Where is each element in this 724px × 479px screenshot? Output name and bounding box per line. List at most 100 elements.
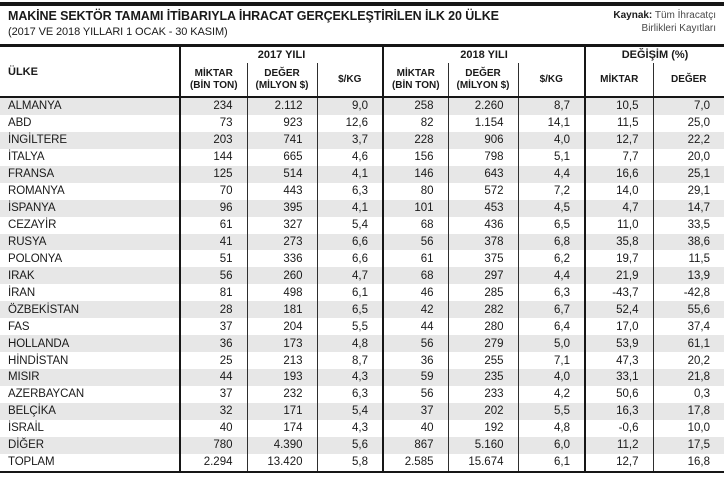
country-cell: İRAN (8, 286, 36, 299)
table-row: HOLLANDA 36 173 4,8 56 279 5,0 53,9 61,1 (0, 335, 724, 353)
value-cell: 1.154 (447, 114, 518, 132)
value-cell: 5,4 (316, 216, 383, 234)
value-cell: 4,7 (584, 199, 653, 217)
value-cell: 4,8 (316, 335, 383, 353)
value-cell: 6,3 (316, 385, 383, 403)
value-cell: 273 (246, 233, 317, 251)
value-cell: 41 (179, 233, 247, 251)
value-cell: 6,3 (517, 284, 585, 302)
country-cell: ÖZBEKİSTAN (8, 303, 79, 316)
value-cell: 4,3 (316, 369, 383, 386)
country-cell: ALMANYA (8, 100, 62, 113)
value-cell: 4,5 (517, 199, 585, 217)
value-cell: 4,4 (517, 267, 585, 285)
value-cell: 6,1 (517, 453, 585, 472)
value-cell: -42,8 (652, 284, 724, 302)
value-cell: 327 (246, 216, 317, 234)
table-row: BELÇİKA 32 171 5,4 37 202 5,5 16,3 17,8 (0, 402, 724, 420)
value-cell: 202 (447, 402, 518, 420)
value-cell: 6,8 (517, 233, 585, 251)
value-cell: 285 (447, 284, 518, 302)
value-cell: 144 (179, 148, 247, 166)
column-group-2018: 2018 YILI (382, 45, 585, 63)
table-row: AZERBAYCAN 37 232 6,3 56 233 4,2 50,6 0,3 (0, 385, 724, 403)
value-cell: -0,6 (584, 419, 653, 437)
country-cell: HİNDİSTAN (8, 354, 69, 367)
country-cell: RUSYA (8, 235, 47, 248)
value-cell: 2.112 (246, 97, 317, 115)
value-cell: 17,8 (652, 402, 724, 420)
value-cell: 4,0 (517, 131, 585, 149)
value-cell: 498 (246, 284, 317, 302)
value-cell: 20,0 (652, 148, 724, 166)
value-cell: 2.260 (447, 97, 518, 115)
value-cell: 906 (447, 131, 518, 149)
top-rule (0, 2, 724, 6)
value-cell: 16,8 (652, 453, 724, 472)
value-cell: 9,0 (316, 97, 383, 115)
value-cell: 280 (447, 318, 518, 336)
country-cell: AZERBAYCAN (8, 388, 85, 401)
value-cell: 282 (447, 301, 518, 319)
value-cell: 37,4 (652, 318, 724, 336)
value-cell: 4,7 (316, 267, 383, 285)
value-cell: 101 (382, 199, 448, 217)
value-cell: 37 (179, 385, 247, 403)
value-cell: 29,1 (652, 182, 724, 200)
value-cell: 17,5 (652, 436, 724, 454)
country-cell: ABD (8, 117, 32, 130)
value-cell: 255 (447, 352, 518, 369)
table-row: POLONYA 51 336 6,6 61 375 6,2 19,7 11,5 (0, 250, 724, 268)
page-title: MAKİNE SEKTÖR TAMAMI İTİBARIYLA İHRACAT … (8, 9, 499, 23)
value-cell: 7,7 (584, 148, 653, 166)
column-header-2017-perkg: $/KG (316, 63, 383, 98)
value-cell: 25 (179, 352, 247, 369)
value-cell: 80 (382, 182, 448, 200)
value-cell: 6,6 (316, 233, 383, 251)
value-cell: 5.160 (447, 436, 518, 454)
value-cell: 14,1 (517, 114, 585, 132)
value-cell: 453 (447, 199, 518, 217)
value-cell: 40 (179, 419, 247, 437)
value-cell: 6,6 (316, 250, 383, 268)
table-row: İTALYA 144 665 4,6 156 798 5,1 7,7 20,0 (0, 148, 724, 166)
column-header-2017-value: DEĞER (MİLYON $) (246, 63, 317, 98)
table-header-groups: ÜLKE 2017 YILI 2018 YILI DEĞİŞİM (%) (0, 45, 724, 98)
value-cell: 6,1 (316, 284, 383, 302)
value-cell: 42 (382, 301, 448, 319)
column-group-change: DEĞİŞİM (%) (584, 45, 724, 63)
value-cell: 32 (179, 402, 247, 420)
value-cell: 258 (382, 97, 448, 115)
value-cell: 260 (246, 267, 317, 285)
table-row: İSRAİL 40 174 4,3 40 192 4,8 -0,6 10,0 (0, 419, 724, 437)
value-cell: 13,9 (652, 267, 724, 285)
value-cell: 193 (246, 369, 317, 386)
value-cell: 228 (382, 131, 448, 149)
value-cell: 96 (179, 199, 247, 217)
country-cell: İNGİLTERE (8, 134, 67, 147)
value-cell: 232 (246, 385, 317, 403)
value-cell: 6,4 (517, 318, 585, 336)
value-cell: 233 (447, 385, 518, 403)
page-subtitle: (2017 VE 2018 YILLARI 1 OCAK - 30 KASIM) (8, 26, 228, 38)
table-row-total: TOPLAM 2.294 13.420 5,8 2.585 15.674 6,1 12,7 16… (0, 453, 724, 472)
value-cell: 780 (179, 436, 247, 454)
value-cell: 181 (246, 301, 317, 319)
column-header-2018-value: DEĞER (MİLYON $) (447, 63, 518, 98)
value-cell: 70 (179, 182, 247, 200)
value-cell: 146 (382, 165, 448, 183)
value-cell: 234 (179, 97, 247, 115)
value-cell: 11,0 (584, 216, 653, 234)
value-cell: 375 (447, 250, 518, 268)
country-cell: İTALYA (8, 151, 45, 164)
value-cell: 6,3 (316, 182, 383, 200)
value-cell: 51 (179, 250, 247, 268)
column-header-2018-perkg: $/KG (517, 63, 585, 98)
value-cell: 514 (246, 165, 317, 183)
value-cell: 19,7 (584, 250, 653, 268)
table-row: İRAN 81 498 6,1 46 285 6,3 -43,7 -42,8 (0, 284, 724, 302)
table-row: MISIR 44 193 4,3 59 235 4,0 33,1 21,8 (0, 369, 724, 386)
value-cell: 8,7 (316, 352, 383, 369)
value-cell: 56 (382, 335, 448, 353)
